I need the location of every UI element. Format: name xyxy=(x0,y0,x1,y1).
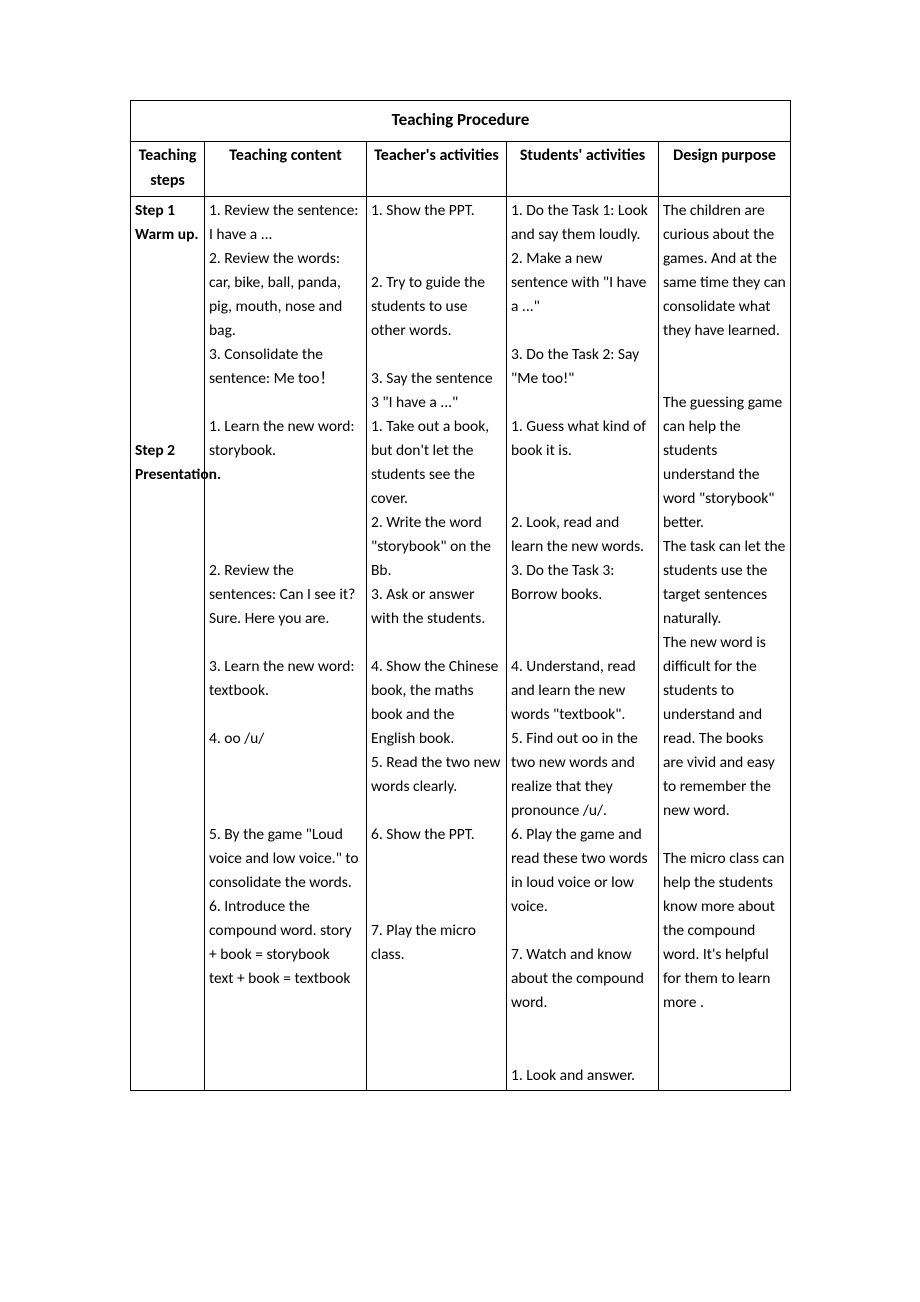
purpose-text: The task can let the students use the ta… xyxy=(663,535,786,631)
cell-purpose: The children are curious about the games… xyxy=(659,196,791,1090)
content-text: 3. Learn the new word: textbook. xyxy=(209,655,362,703)
teacher-text: 2. Try to guide the students to use othe… xyxy=(371,271,502,343)
step-2-label: Step 2 xyxy=(135,441,175,460)
students-text: 5. Find out oo in the two new words and … xyxy=(511,727,654,823)
document-page: Teaching Procedure Teaching steps Teachi… xyxy=(0,0,920,1091)
students-text: 1. Look and answer. xyxy=(511,1064,654,1088)
table-header-row: Teaching steps Teaching content Teacher'… xyxy=(131,142,791,197)
teacher-text: 4. Show the Chinese book, the maths book… xyxy=(371,655,502,751)
teacher-text: 5. Read the two new words clearly. xyxy=(371,751,502,799)
content-text: 1. Review the sentence: I have a ... 2. … xyxy=(209,199,362,391)
step-2-name: Presentation. xyxy=(135,465,221,484)
students-text: 3. Do the Task 2: Say "Me too!" xyxy=(511,343,654,391)
content-text: 4. oo /u/ xyxy=(209,727,362,751)
cell-teacher: 1. Show the PPT. 2. Try to guide the stu… xyxy=(367,196,507,1090)
header-students: Students' activities xyxy=(507,142,659,197)
content-text: 2. Review the sentences: Can I see it? S… xyxy=(209,559,362,631)
teacher-text: 1. Take out a book, but don't let the st… xyxy=(371,415,502,511)
students-text: 2. Make a new sentence with "I have a ..… xyxy=(511,247,654,319)
students-text: 3. Do the Task 3: Borrow books. xyxy=(511,559,654,607)
table-row: Step 1 Warm up. Step 2 Presentation. 1. … xyxy=(131,196,791,1090)
students-text: 1. Guess what kind of book it is. xyxy=(511,415,654,463)
students-text: 2. Look, read and learn the new words. xyxy=(511,511,654,559)
content-text: 6. Introduce the compound word. story + … xyxy=(209,895,362,967)
students-text: 6. Play the game and read these two word… xyxy=(511,823,654,919)
teacher-text: 3. Say the sentence 3 "I have a ..." xyxy=(371,367,502,415)
content-text: text + book = textbook xyxy=(209,967,362,991)
cell-content: 1. Review the sentence: I have a ... 2. … xyxy=(205,196,367,1090)
table-title: Teaching Procedure xyxy=(131,101,791,142)
step-1-name: Warm up. xyxy=(135,225,199,244)
cell-steps: Step 1 Warm up. Step 2 Presentation. xyxy=(131,196,205,1090)
table-title-row: Teaching Procedure xyxy=(131,101,791,142)
teaching-procedure-table: Teaching Procedure Teaching steps Teachi… xyxy=(130,100,791,1091)
purpose-text: The new word is difficult for the studen… xyxy=(663,631,786,823)
content-text: 5. By the game "Loud voice and low voice… xyxy=(209,823,362,895)
content-text: 1. Learn the new word: storybook. xyxy=(209,415,362,463)
cell-students: 1. Do the Task 1: Look and say them loud… xyxy=(507,196,659,1090)
purpose-text: The children are curious about the games… xyxy=(663,199,786,343)
header-teacher: Teacher's activities xyxy=(367,142,507,197)
students-text: 1. Do the Task 1: Look and say them loud… xyxy=(511,199,654,247)
step-1-label: Step 1 xyxy=(135,201,175,220)
teacher-text: 3. Ask or answer with the students. xyxy=(371,583,502,631)
students-text: 4. Understand, read and learn the new wo… xyxy=(511,655,654,727)
header-content: Teaching content xyxy=(205,142,367,197)
teacher-text: 7. Play the micro class. xyxy=(371,919,502,967)
purpose-text: The guessing game can help the students … xyxy=(663,391,786,535)
header-steps: Teaching steps xyxy=(131,142,205,197)
teacher-text: 1. Show the PPT. xyxy=(371,199,502,223)
teacher-text: 2. Write the word "storybook" on the Bb. xyxy=(371,511,502,583)
students-text: 7. Watch and know about the compound wor… xyxy=(511,943,654,1015)
header-purpose: Design purpose xyxy=(659,142,791,197)
teacher-text: 6. Show the PPT. xyxy=(371,823,502,847)
purpose-text: The micro class can help the students kn… xyxy=(663,847,786,1015)
